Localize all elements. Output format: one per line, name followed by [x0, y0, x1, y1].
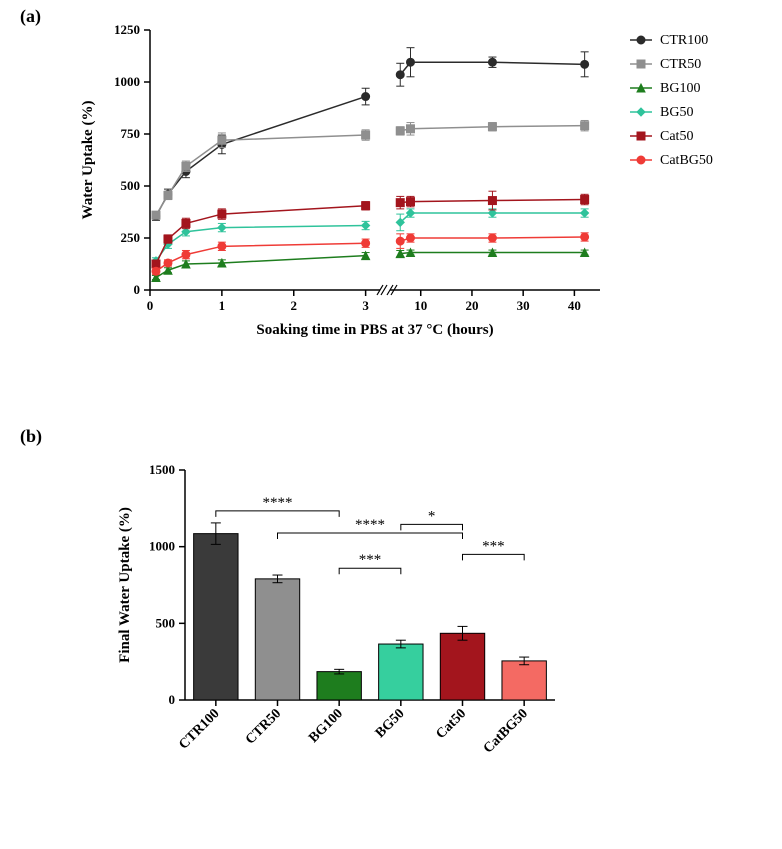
series-Cat50 [152, 191, 589, 268]
bar-Cat50 [440, 633, 484, 700]
series-BG100 [152, 249, 589, 282]
svg-text:20: 20 [465, 298, 478, 313]
line-chart-a: 0 250 500 750 1000 1250 0 1 2 3 10 20 30 40 Soaking ti… [0, 0, 782, 360]
svg-text:***: *** [482, 538, 505, 554]
svg-text:500: 500 [156, 615, 176, 630]
series-CTR50 [152, 120, 589, 219]
svg-text:2: 2 [291, 298, 298, 313]
svg-text:BG100: BG100 [306, 706, 346, 746]
bar-chart-b: 0 500 1000 1500 Final Water Uptake (%) CTR100… [0, 360, 782, 849]
svg-text:Water Uptake (%): Water Uptake (%) [80, 101, 96, 220]
svg-text:1: 1 [219, 298, 226, 313]
svg-text:0: 0 [134, 282, 141, 297]
svg-text:750: 750 [121, 126, 141, 141]
svg-text:****: **** [355, 517, 385, 533]
svg-text:10: 10 [414, 298, 427, 313]
bar-CTR50 [255, 579, 299, 700]
svg-text:1500: 1500 [149, 462, 175, 477]
svg-text:****: **** [263, 495, 293, 511]
svg-text:Cat50: Cat50 [433, 706, 469, 742]
svg-text:CTR50: CTR50 [660, 57, 701, 72]
svg-text:40: 40 [568, 298, 581, 313]
bar-CatBG50 [502, 661, 546, 700]
svg-text:Final Water Uptake (%): Final Water Uptake (%) [117, 507, 133, 663]
bar-BG100 [317, 672, 361, 700]
svg-text:BG100: BG100 [660, 81, 700, 96]
svg-text:CatBG50: CatBG50 [481, 706, 531, 756]
svg-text:Soaking time in PBS at 37 °C (: Soaking time in PBS at 37 °C (hours) [256, 322, 493, 338]
series-CTR100 [152, 48, 589, 221]
svg-text:250: 250 [121, 230, 141, 245]
svg-text:*: * [428, 508, 436, 524]
svg-text:30: 30 [517, 298, 530, 313]
bar-BG50 [379, 644, 423, 700]
svg-text:0: 0 [147, 298, 154, 313]
svg-text:CTR100: CTR100 [660, 33, 708, 48]
series-CatBG50 [152, 233, 589, 275]
svg-text:1000: 1000 [149, 539, 175, 554]
svg-text:Cat50: Cat50 [660, 129, 693, 144]
svg-text:0: 0 [169, 692, 176, 707]
svg-text:1250: 1250 [114, 22, 140, 37]
svg-text:CatBG50: CatBG50 [660, 153, 713, 168]
svg-text:BG50: BG50 [373, 706, 408, 741]
svg-text:CTR50: CTR50 [243, 706, 284, 747]
svg-text:3: 3 [362, 298, 369, 313]
svg-text:BG50: BG50 [660, 105, 693, 120]
svg-text:CTR100: CTR100 [176, 706, 222, 752]
bar-CTR100 [194, 534, 238, 700]
svg-text:***: *** [359, 552, 382, 568]
svg-text:1000: 1000 [114, 74, 140, 89]
svg-text:500: 500 [121, 178, 141, 193]
